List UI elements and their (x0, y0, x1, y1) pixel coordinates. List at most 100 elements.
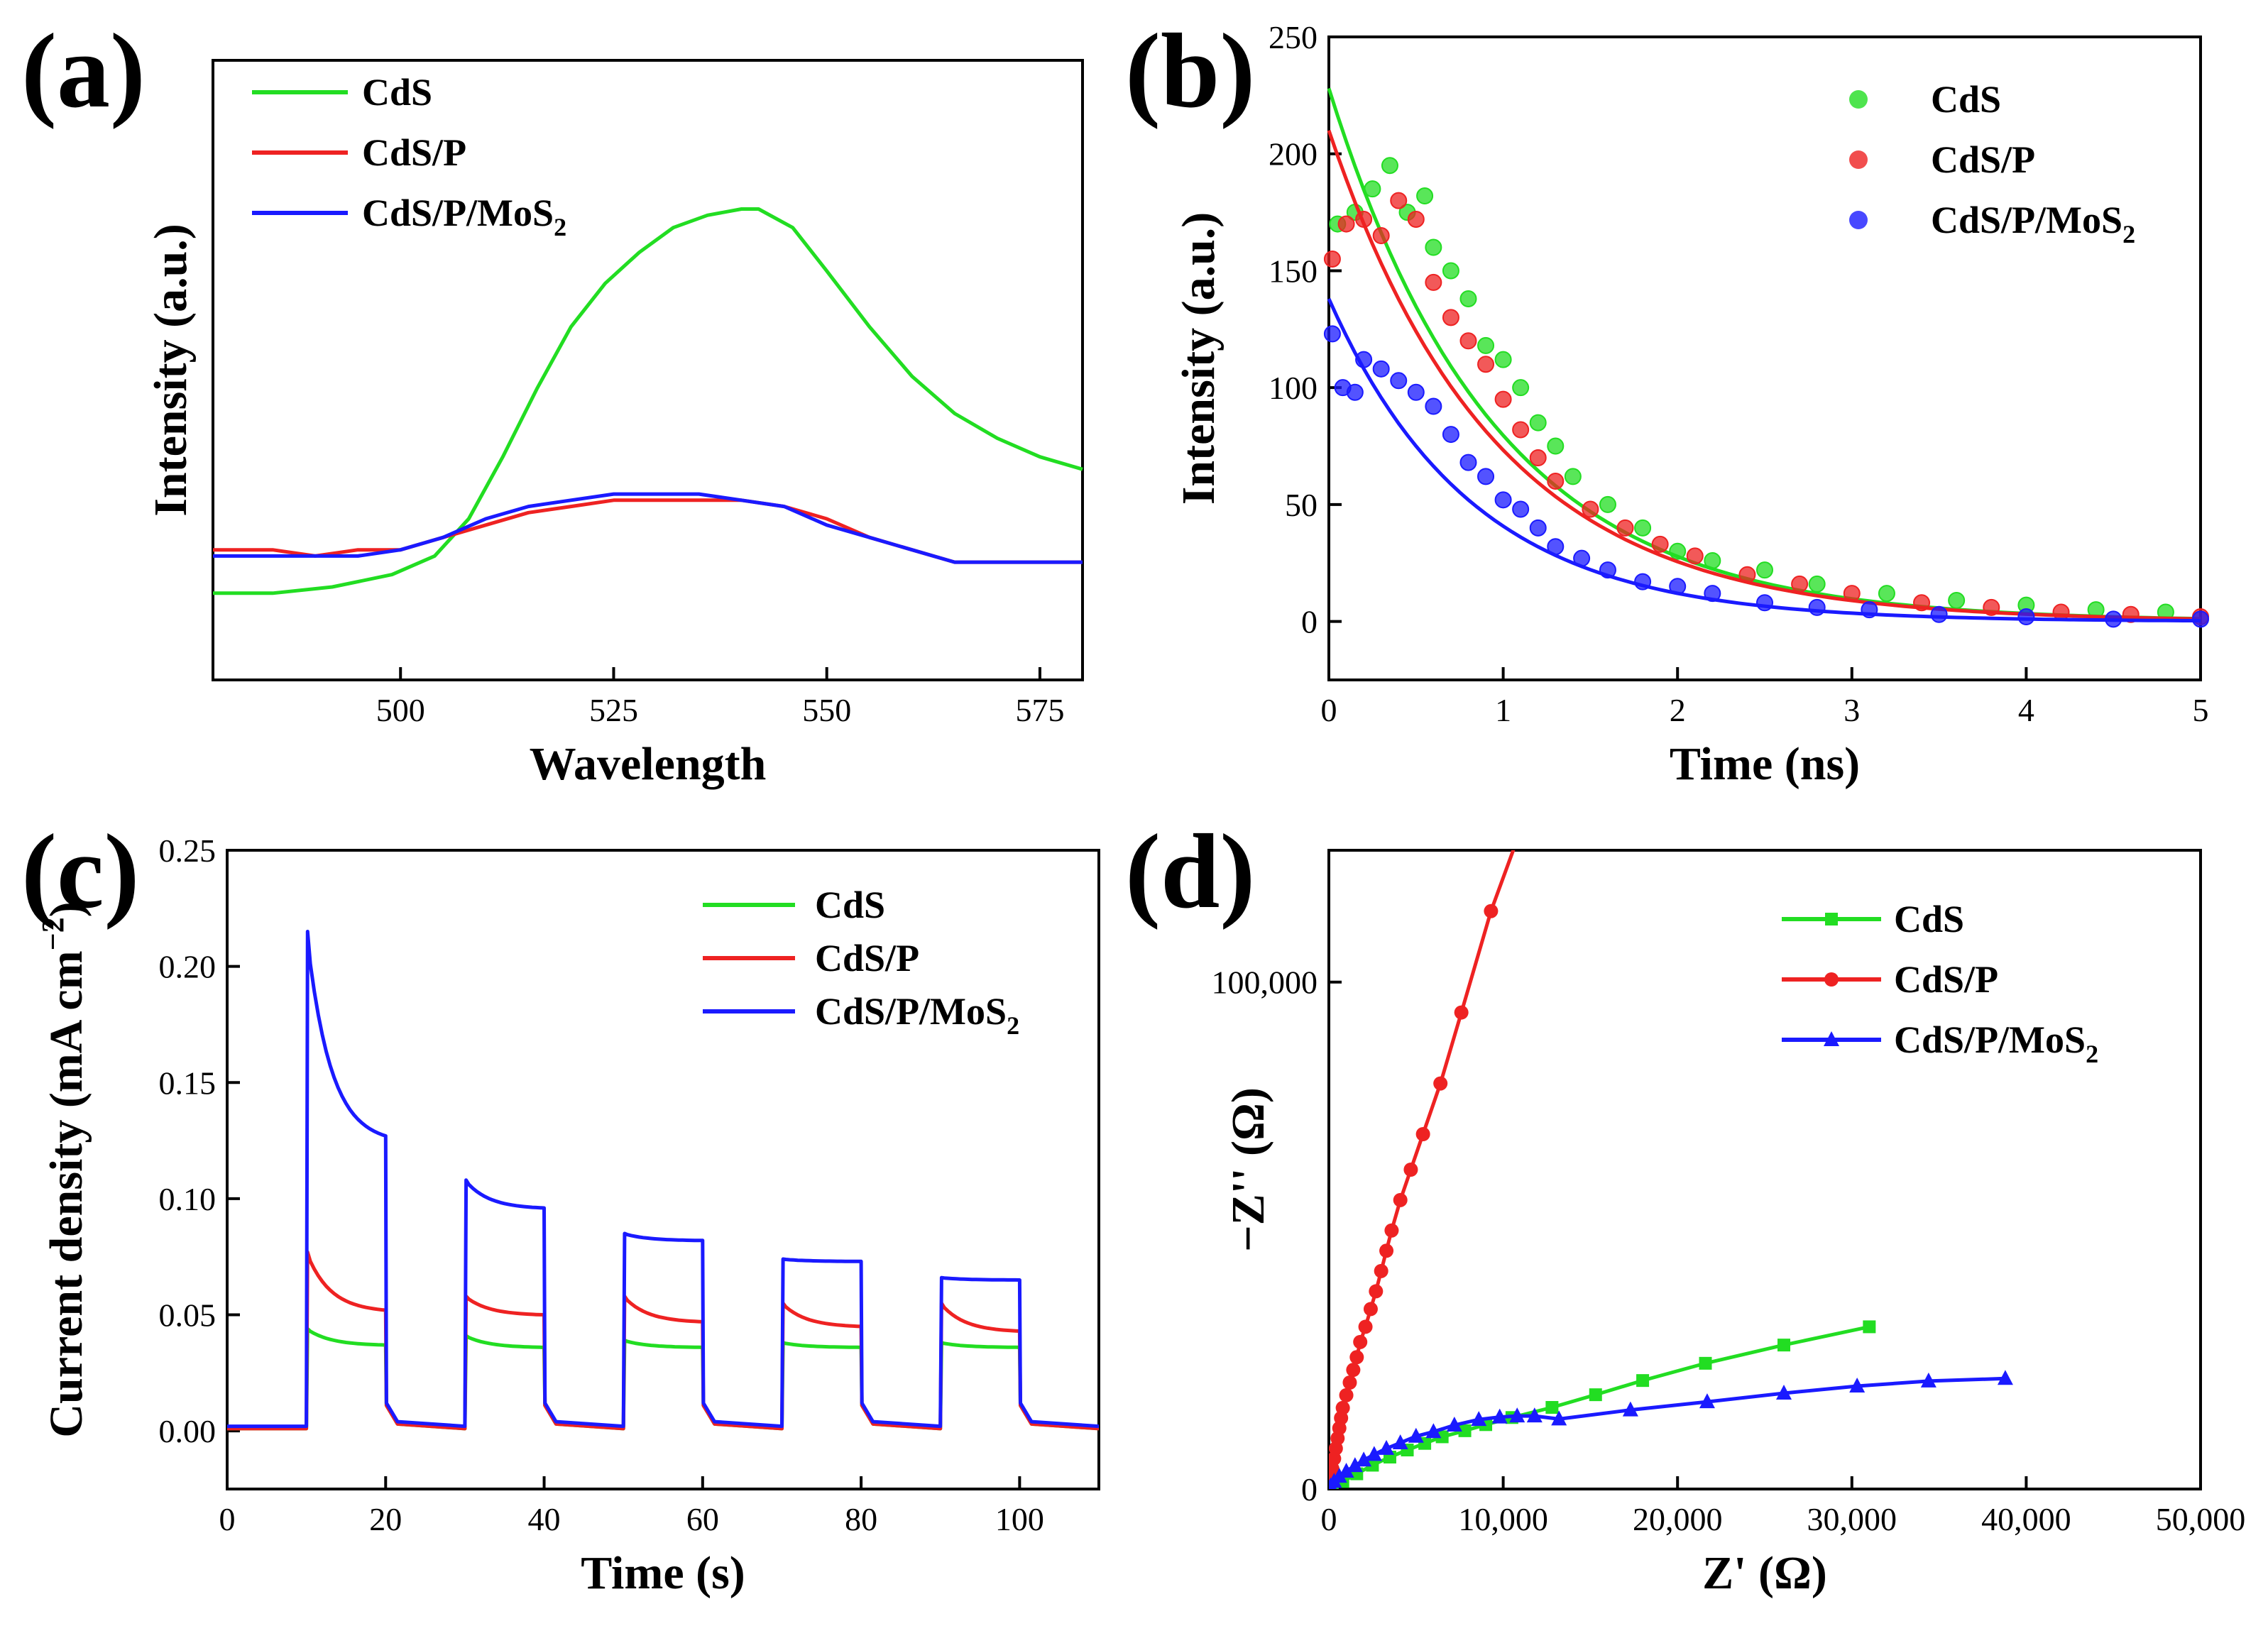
panel-label-a: (a) (21, 12, 146, 130)
x-tick-label: 550 (802, 692, 851, 728)
data-point-cds-p (1494, 390, 1512, 408)
x-tick-label: 525 (589, 692, 638, 728)
y-tick-label: 0 (1301, 1471, 1317, 1507)
data-point-cds-p-mos2 (1512, 500, 1530, 518)
y-axis-title: −Z'' (Ω) (1222, 1087, 1274, 1252)
data-point-cds-p-mos2 (1699, 1393, 1715, 1409)
data-point-cds-p (1529, 449, 1547, 467)
y-tick-label: 200 (1269, 136, 1317, 172)
data-point-cds-p (1393, 1192, 1408, 1207)
x-tick-label: 10,000 (1458, 1501, 1548, 1537)
legend-label-cds-p-mos2: CdS/P/MoS2 (362, 192, 566, 241)
legend-label-cds-p-mos2: CdS/P/MoS2 (1931, 199, 2135, 248)
legend-marker-cds (1825, 913, 1838, 925)
y-tick-label: 150 (1269, 253, 1317, 289)
series-line-cds-p (227, 1250, 1100, 1431)
data-point-cds (1863, 1320, 1876, 1334)
data-point-cds (1545, 1401, 1559, 1414)
legend-label-cds: CdS (1931, 78, 2001, 121)
data-point-cds-p (1484, 903, 1499, 918)
data-point-cds-p (1651, 535, 1669, 553)
y-tick-label: 0.20 (159, 949, 217, 985)
data-point-cds (1435, 1430, 1449, 1444)
panel-label-b: (b) (1125, 12, 1255, 130)
y-axis-title-close: ) (40, 901, 92, 917)
fit-curve-cds-p-mos2 (1327, 297, 2201, 623)
x-axis-title: Z' (Ω) (1702, 1547, 1827, 1599)
data-point-cds-p-mos2 (1491, 1408, 1508, 1424)
series-line-cds-p (213, 498, 1083, 564)
y-tick-label: 250 (1269, 19, 1317, 55)
panel-a: (a) 500 525 550 575 Wavelength Intensity (a.u.… (21, 12, 1084, 790)
series-line-cds-p-mos2 (213, 492, 1083, 564)
fit-curve-cds (1327, 87, 2201, 621)
plot-frame (226, 849, 1100, 1490)
data-point-cds (1494, 351, 1512, 368)
data-point-cds (1589, 1388, 1602, 1402)
data-point-cds-p-mos2 (1323, 325, 1341, 343)
data-point-cds-p (1384, 1223, 1399, 1238)
x-tick-label: 1 (1495, 692, 1511, 728)
data-point-cds-p (1513, 823, 1528, 837)
data-point-cds-p (1353, 1334, 1368, 1349)
legend-label-cds-p: CdS/P (815, 937, 919, 979)
series-line-cds-p-mos2 (227, 930, 1100, 1429)
legend-label-cds-p: CdS/P (1894, 958, 1998, 1001)
x-tick-label: 0 (219, 1501, 236, 1537)
data-point-cds (1948, 591, 1966, 609)
data-point-cds-p (1349, 1350, 1364, 1365)
data-point-cds-p-mos2 (1356, 1451, 1372, 1467)
data-point-cds-p (1686, 547, 1704, 565)
y-tick-label: 0.15 (159, 1065, 217, 1101)
data-point-cds (1477, 336, 1495, 354)
y-tick-label: 50 (1285, 487, 1317, 523)
data-point-cds-p-mos2 (1997, 1370, 2013, 1385)
plot-frame (212, 59, 1084, 681)
series-line-cds (213, 207, 1083, 595)
data-point-cds-p-mos2 (1776, 1385, 1792, 1400)
legend-label-cds: CdS (362, 71, 432, 114)
legend-label-cds-p: CdS/P (362, 131, 466, 174)
data-point-cds-p (1358, 1319, 1373, 1334)
data-point-cds (1547, 437, 1565, 455)
y-tick-label: 0.25 (159, 833, 217, 869)
x-tick-label: 5 (2193, 692, 2209, 728)
data-point-cds-p-mos2 (1494, 491, 1512, 509)
data-point-cds-p (1791, 575, 1809, 593)
x-tick-label: 30,000 (1807, 1501, 1897, 1537)
data-point-cds-p (1547, 472, 1565, 490)
y-tick-label: 0 (1301, 604, 1317, 640)
y-axis-title: Intensity (a.u.) (1173, 212, 1225, 505)
data-point-cds-p-mos2 (1390, 372, 1408, 390)
legend-marker-cds (1849, 90, 1868, 109)
data-point-cds-p (1477, 356, 1495, 373)
y-tick-label: 0.05 (159, 1297, 217, 1334)
data-point-cds (1459, 290, 1477, 307)
x-tick-label: 500 (376, 692, 425, 728)
data-point-cds (1458, 1424, 1472, 1437)
plot-area-d (1329, 823, 2013, 1489)
legend-marker-cds-p-mos2 (1824, 1031, 1839, 1046)
x-tick-label: 50,000 (2156, 1501, 2246, 1537)
x-tick-label: 100 (995, 1501, 1044, 1537)
data-point-cds-p-mos2 (1338, 1463, 1354, 1478)
legend-label-cds: CdS (1894, 898, 1964, 940)
legend-label-cds: CdS (815, 884, 885, 926)
data-point-cds-p (1379, 1243, 1394, 1258)
data-point-cds-p (1459, 332, 1477, 350)
x-tick-label: 2 (1670, 692, 1686, 728)
y-tick-label: 100 (1269, 370, 1317, 406)
legend-marker-cds-p (1824, 972, 1839, 987)
data-point-cds-p-mos2 (1446, 1417, 1462, 1432)
data-point-cds-p-mos2 (1930, 605, 1948, 623)
data-point-cds-p-mos2 (1331, 1468, 1347, 1483)
data-point-cds-p (1374, 1263, 1388, 1278)
data-point-cds-p-mos2 (1471, 1411, 1487, 1427)
data-point-cds-p (1363, 1302, 1378, 1317)
data-point-cds-p-mos2 (1392, 1434, 1408, 1449)
y-tick-label: 0.10 (159, 1181, 217, 1217)
y-axis-title-sup: −2 (35, 917, 70, 950)
data-point-cds (1777, 1339, 1791, 1352)
legend-label-cds-p-mos2: CdS/P/MoS2 (815, 990, 1019, 1040)
panel-c: (c) 0 20 40 60 80 100 0.00 0.05 0.10 0.15 0.20 0.25 T… (21, 813, 1100, 1599)
